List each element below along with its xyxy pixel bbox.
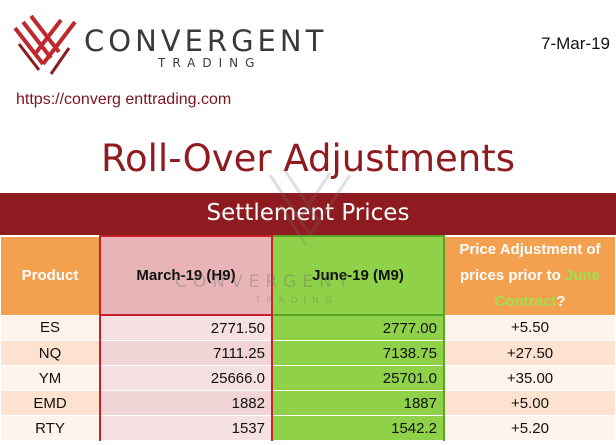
section-title: Settlement Prices <box>206 200 410 226</box>
header-adjustment-suffix: ? <box>556 292 566 310</box>
cell-adjustment: +27.50 <box>443 340 616 366</box>
header-product: Product <box>0 235 101 316</box>
header-adjustment: Price Adjustment of prices prior to June… <box>443 235 616 316</box>
cell-march: 7111.25 <box>99 340 273 366</box>
convergent-logo-icon <box>13 14 77 75</box>
cell-adjustment: +5.20 <box>443 415 616 441</box>
cell-adjustment: +35.00 <box>443 365 616 391</box>
cell-june: 1887 <box>271 390 445 416</box>
brand-tagline: TRADING <box>158 56 262 70</box>
cell-march: 1537 <box>99 415 273 441</box>
table-row: ES 2771.50 2777.00 +5.50 <box>0 314 616 341</box>
cell-adjustment: +5.50 <box>443 314 616 341</box>
report-date: 7-Mar-19 <box>541 34 610 53</box>
cell-june: 7138.75 <box>271 340 445 366</box>
cell-march: 1882 <box>99 390 273 416</box>
cell-march: 2771.50 <box>99 314 273 341</box>
table-row: RTY 1537 1542.2 +5.20 <box>0 415 616 441</box>
cell-product: RTY <box>0 415 101 441</box>
cell-adjustment: +5.00 <box>443 390 616 416</box>
table-header-row: Product March-19 (H9) June-19 (M9) Price… <box>0 235 616 316</box>
watermark-brand: CONVERGENT <box>175 272 355 292</box>
table-row: NQ 7111.25 7138.75 +27.50 <box>0 340 616 366</box>
website-link[interactable]: https://converg enttrading.com <box>16 91 232 108</box>
cell-product: ES <box>0 314 101 341</box>
header-adjustment-highlight: June Contract <box>494 266 601 310</box>
section-banner <box>0 193 616 235</box>
page-title: Roll-Over Adjustments <box>100 137 516 180</box>
cell-product: NQ <box>0 340 101 366</box>
cell-product: YM <box>0 365 101 391</box>
settlement-table: Product March-19 (H9) June-19 (M9) Price… <box>0 235 616 441</box>
table-row: EMD 1882 1887 +5.00 <box>0 390 616 416</box>
cell-june: 1542.2 <box>271 415 445 441</box>
brand-name: CONVERGENT <box>84 24 328 58</box>
header-march: March-19 (H9) <box>99 235 273 316</box>
table-row: YM 25666.0 25701.0 +35.00 <box>0 365 616 391</box>
cell-product: EMD <box>0 390 101 416</box>
cell-june: 25701.0 <box>271 365 445 391</box>
cell-march: 25666.0 <box>99 365 273 391</box>
header-adjustment-text: Price Adjustment of prices prior to <box>459 240 601 284</box>
cell-june: 2777.00 <box>271 314 445 341</box>
header-june: June-19 (M9) <box>271 235 445 316</box>
watermark-tagline: TRADING <box>255 296 338 306</box>
